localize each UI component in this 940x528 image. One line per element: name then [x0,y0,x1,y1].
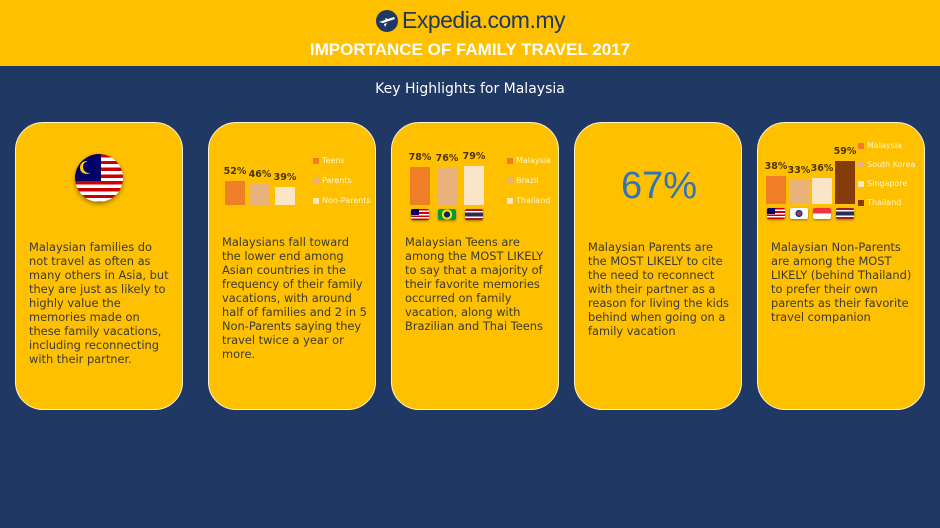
legend-item: Malaysia [507,156,551,165]
bar-south-korea [789,179,809,204]
legend-item: Parents [313,176,352,185]
page-title: IMPORTANCE OF FAMILY TRAVEL 2017 [309,40,631,59]
card-teen-memories: 78% Malaysia 76% Brazil 79% Thailand Malaysia… [391,122,559,410]
legend-item: Singapore [858,179,907,188]
card-vacation-frequency: 52% Teens 46% Parents 39% Non-Parents Malaysi… [208,122,376,410]
bar-singapore [812,177,832,204]
legend-label: Brazil [516,176,539,185]
legend-label: Singapore [867,179,908,188]
legend-item: Malaysia [858,141,902,150]
bar-chart-frequency: 52% Teens 46% Parents 39% Non-Parents [209,123,377,233]
card-parents-reconnect: 67% Malaysian Parents are the MOST LIKEL… [574,122,742,410]
card-travel-memories: Malaysian families do not travel as ofte… [15,122,183,410]
thailand-flag-icon [836,208,854,219]
subtitle: Key Highlights for Malaysia [375,81,565,97]
legend-swatch [313,197,319,204]
malaysia-flag-icon [75,154,123,202]
expedia-plane-icon [375,9,398,32]
legend-swatch [858,199,864,206]
header: Expedia.com.my IMPORTANCE OF FAMILY TRAV… [0,0,940,66]
bar-non-parents [275,187,295,205]
legend-label: Non-Parents [322,196,371,205]
malaysia-flag-icon [767,208,785,219]
bar-thailand [464,166,484,205]
legend-item: Non-Parents [313,196,371,205]
legend-label: Teens [322,156,345,165]
legend-item: South Korea [858,160,915,169]
legend-swatch [507,157,513,164]
card-text: Malaysians fall toward the lower end amo… [222,235,367,361]
data-label: 38% [764,161,788,173]
card-non-parents-companion: 38% Malaysia 33% South Korea 36% Singapore 59%… [757,122,925,410]
card-text: Malaysian Non-Parents are among the MOST… [771,240,912,324]
card-text: Malaysian Parents are the MOST LIKELY to… [588,240,729,338]
bar-parents [250,183,270,205]
big-stat: 67% [620,165,698,207]
bar-thailand [835,160,855,204]
data-label: 79% [462,151,486,163]
legend-swatch [858,161,864,168]
data-label: 52% [223,166,247,178]
bar-malaysia [766,176,786,204]
data-label: 36% [810,162,834,174]
expedia-logo: Expedia.com.my [0,7,940,34]
card-text: Malaysian Teens are among the MOST LIKEL… [405,235,544,333]
bar-teens [225,181,245,205]
legend-swatch [507,177,513,184]
legend-label: Malaysia [516,156,551,165]
legend-swatch [313,157,319,164]
bar-chart-non-parents: 38% Malaysia 33% South Korea 36% Singapore 59%… [758,123,926,233]
card-text: Malaysian families do not travel as ofte… [29,240,169,366]
malaysia-flag-icon [411,209,429,220]
brazil-flag-icon [438,209,456,220]
bar-malaysia [410,166,430,205]
legend-swatch [313,177,319,184]
data-label: 59% [833,145,857,157]
legend-item: Teens [313,156,345,165]
bar-chart-teens: 78% Malaysia 76% Brazil 79% Thailand [392,123,560,233]
singapore-flag-icon [813,208,831,219]
legend-item: Brazil [507,176,538,185]
legend-label: Thailand [516,196,551,205]
legend-label: South Korea [867,160,916,169]
legend-label: Parents [322,176,352,185]
legend-label: Thailand [867,198,902,207]
thailand-flag-icon [465,209,483,220]
legend-swatch [507,197,513,204]
data-label: 78% [408,151,432,163]
data-label: 39% [273,172,297,184]
legend-item: Thailand [507,196,550,205]
bar-brazil [437,167,457,205]
data-label: 46% [248,168,272,180]
south-korea-flag-icon [790,208,808,219]
legend-swatch [858,142,864,149]
legend-swatch [858,180,864,187]
data-label: 76% [435,152,459,164]
legend-item: Thailand [858,198,901,207]
data-label: 33% [787,164,811,176]
legend-label: Malaysia [867,141,902,150]
